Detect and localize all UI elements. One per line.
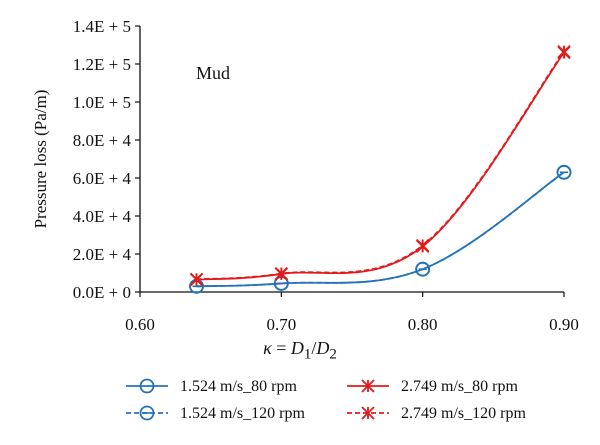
x-tick-label: 0.60	[125, 315, 155, 334]
y-tick-label: 2.0E + 4	[73, 245, 132, 264]
legend-label-1: 1.524 m/s_120 rpm	[180, 405, 305, 422]
series-3-point-1	[274, 266, 288, 281]
legend: 1.524 m/s_80 rpm 1.524 m/s_120 rpm 2.749 m…	[126, 378, 526, 422]
series-line-1	[196, 171, 565, 288]
y-tick-label: 1.2E + 5	[73, 55, 131, 74]
x-tick-label: 0.90	[549, 315, 579, 334]
x-axis-label-d1: D	[290, 338, 304, 358]
x-tick-label: 0.70	[266, 315, 296, 334]
annotation-label: Mud	[196, 63, 230, 83]
y-tick-label: 1.0E + 5	[73, 93, 131, 112]
series-line-0	[196, 171, 565, 288]
legend-marker-1	[139, 405, 155, 421]
series-1-point-3	[556, 164, 572, 180]
y-tick-label: 4.0E + 4	[73, 207, 132, 226]
series-layer	[189, 45, 572, 294]
legend-marker-0	[139, 378, 155, 394]
legend-marker-2	[361, 379, 375, 393]
y-tick-label: 8.0E + 4	[73, 131, 132, 150]
x-axis-label: κ = D1/D2	[263, 338, 337, 363]
y-tick-label: 6.0E + 4	[73, 169, 132, 188]
series-3-point-3	[557, 45, 571, 59]
legend-label-3: 2.749 m/s_120 rpm	[401, 405, 526, 422]
series-line-3	[196, 51, 565, 281]
y-tick-label: 0.0E + 0	[73, 283, 131, 302]
y-tick-label: 1.4E + 5	[73, 17, 131, 36]
legend-label-2: 2.749 m/s_80 rpm	[401, 378, 518, 395]
series-3-point-2	[416, 238, 430, 253]
series-1-point-2	[415, 261, 431, 277]
series-3-point-0	[189, 272, 204, 286]
x-axis-label-kappa: κ	[263, 338, 272, 358]
legend-marker-3	[361, 406, 375, 420]
y-axis-label: Pressure loss (Pa/m)	[31, 90, 50, 229]
x-tick-label: 0.80	[408, 315, 438, 334]
x-axis-label-d2: D	[316, 338, 330, 358]
legend-label-0: 1.524 m/s_80 rpm	[180, 378, 297, 395]
ticks: 0.0E + 0 2.0E + 4 4.0E + 4 6.0E + 4 8.0E + 4…	[73, 17, 579, 334]
axes	[139, 26, 564, 293]
series-line-2	[196, 52, 565, 281]
